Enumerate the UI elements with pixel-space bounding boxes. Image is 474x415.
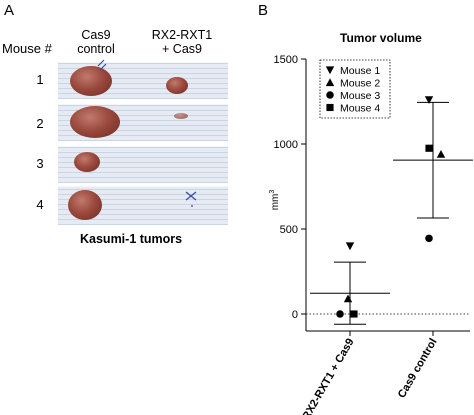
tumor-mouse-2-control bbox=[70, 106, 120, 138]
tumor-mouse-3-control bbox=[74, 152, 100, 172]
chart-title: Tumor volume bbox=[340, 31, 422, 45]
mean-sd-bars bbox=[310, 101, 473, 325]
legend-marker bbox=[325, 78, 335, 87]
mouse-number-2: 2 bbox=[36, 116, 44, 131]
panel-a-caption: Kasumi-1 tumors bbox=[80, 232, 183, 246]
x-tick-label: Cas9 control bbox=[396, 337, 440, 401]
data-point-mouse-3 bbox=[425, 234, 433, 243]
data-point-mouse-1 bbox=[424, 96, 434, 104]
data-point-mouse-3 bbox=[336, 310, 344, 318]
legend-marker bbox=[326, 103, 334, 112]
row-header-mouse: Mouse # bbox=[2, 41, 52, 56]
data-point-mouse-4 bbox=[350, 310, 358, 318]
y-label-exponent: 3 bbox=[269, 190, 276, 194]
legend-label: Mouse 1 bbox=[340, 65, 380, 77]
column-header-line-2: + Cas9 bbox=[162, 42, 202, 56]
data-point-mouse-2 bbox=[343, 294, 353, 303]
y-tick-label: 500 bbox=[280, 224, 298, 236]
mouse-number-3: 3 bbox=[36, 156, 44, 171]
data-points bbox=[336, 96, 446, 318]
mouse-number-1: 1 bbox=[36, 72, 44, 87]
legend-label: Mouse 4 bbox=[340, 103, 380, 115]
mouse-number-4: 4 bbox=[36, 197, 44, 212]
column-header-line-1: RX2-RXT1 bbox=[151, 28, 213, 42]
legend-marker bbox=[325, 66, 335, 75]
legend-label: Mouse 3 bbox=[340, 90, 380, 102]
y-axis: 0 500 1000 1500 bbox=[274, 54, 307, 331]
legend-marker bbox=[326, 91, 334, 99]
tumor-mouse-2-treated bbox=[174, 113, 188, 119]
tumor-mouse-1-treated bbox=[166, 77, 188, 94]
legend-label: Mouse 2 bbox=[340, 78, 380, 90]
x-tick-label: RX2-RXT1 + Cas9 bbox=[300, 337, 356, 415]
y-tick-label: 1000 bbox=[274, 139, 298, 151]
x-axis: RX2-RXT1 + Cas9 Cas9 control bbox=[300, 330, 470, 415]
column-header-line-2: control bbox=[77, 42, 115, 56]
tumor-mouse-4-control bbox=[68, 190, 102, 220]
data-point-mouse-2 bbox=[436, 150, 446, 158]
y-axis-label: mm3 bbox=[269, 190, 281, 211]
tumor-mouse-1-control bbox=[70, 66, 112, 96]
column-header-line-1: Cas9 bbox=[81, 28, 111, 42]
data-point-mouse-1 bbox=[345, 242, 355, 251]
y-tick-label: 1500 bbox=[274, 54, 298, 66]
column-header-cas9-control: Cas9 control bbox=[66, 28, 126, 56]
panel-b-letter: B bbox=[258, 2, 269, 19]
panel-a-letter: A bbox=[4, 2, 15, 19]
y-tick-label: 0 bbox=[292, 309, 298, 321]
data-point-mouse-4 bbox=[425, 144, 433, 152]
column-header-rx2-rxt1: RX2-RXT1 + Cas9 bbox=[140, 28, 224, 56]
y-label-base: mm bbox=[270, 194, 281, 211]
